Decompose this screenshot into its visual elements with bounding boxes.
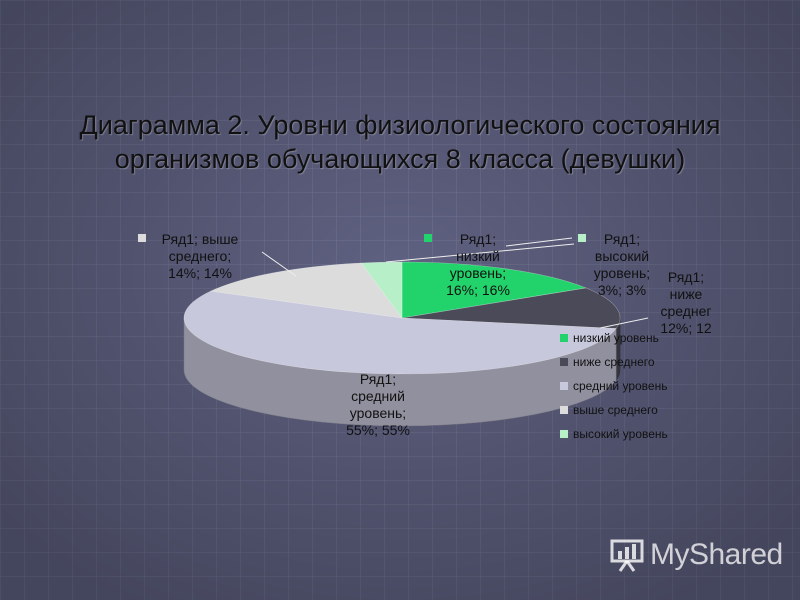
data-label-line: 55%; 55% (346, 422, 410, 438)
data-label-line: ниже (670, 286, 703, 302)
data-label-line: средний (351, 388, 405, 404)
data-label-line: высокий (595, 248, 649, 264)
data-label-line: Ряд1; выше (162, 231, 239, 247)
data-label-line: 12%; 12 (660, 320, 712, 336)
data-label-line: 16%; 16% (446, 282, 510, 298)
data-label-line: уровень; (350, 405, 406, 421)
data-label-2: Ряд1; средний уровень; 55%; 55% (346, 371, 410, 438)
legend-label-4: высокий уровень (573, 427, 668, 441)
data-label-1: Ряд1; ниже среднег 12%; 12 (660, 269, 712, 336)
data-label-line: низкий (456, 248, 500, 264)
leader-line-3 (261, 251, 297, 277)
label-key-3 (138, 234, 146, 242)
leader-line-0 (505, 237, 573, 247)
data-label-line: Ряд1; (460, 231, 496, 247)
title-line-1: Диаграмма 2. Уровни физиологического сос… (79, 110, 721, 140)
leader-line-1 (599, 317, 649, 329)
data-label-line: среднег (660, 303, 711, 319)
slide-title: Диаграмма 2. Уровни физиологического сос… (40, 108, 760, 176)
leader-line-4 (385, 243, 575, 263)
label-key-0 (424, 234, 432, 242)
legend-label-3: выше среднего (573, 403, 658, 417)
legend-label-2: средний уровень (573, 379, 667, 393)
slice-средний-уровень (183, 290, 617, 375)
legend-swatch-2 (560, 382, 568, 390)
legend-swatch-1 (560, 358, 568, 366)
slice-ниже-среднего (401, 287, 621, 329)
presentation-board-icon (610, 539, 644, 572)
label-leader-lines (261, 237, 649, 329)
legend: низкий уровень ниже среднего средний урове… (560, 331, 668, 441)
slice-высокий-уровень (360, 261, 403, 319)
legend-swatch-4 (560, 430, 568, 438)
label-key-4 (578, 234, 586, 242)
slice-выше-среднего (209, 262, 403, 319)
watermark: MyShared (606, 536, 786, 576)
data-labels: Ряд1; низкий уровень; 16%; 16%Ряд1; ниже сред… (138, 231, 712, 438)
pie-slices (183, 261, 621, 427)
watermark-text: MyShared (650, 538, 783, 571)
legend-label-0: низкий уровень (573, 331, 659, 345)
data-label-line: Ряд1; (668, 269, 704, 285)
title-line-2: организмов обучающихся 8 класса (девушки… (114, 144, 686, 174)
data-label-line: уровень; (450, 265, 506, 281)
data-label-line: 3%; 3% (598, 282, 646, 298)
legend-label-1: ниже среднего (573, 355, 655, 369)
legend-swatch-3 (560, 406, 568, 414)
data-label-line: среднего; (169, 248, 231, 264)
data-label-line: уровень; (594, 265, 650, 281)
legend-swatch-0 (560, 334, 568, 342)
data-label-line: Ряд1; (604, 231, 640, 247)
data-label-4: Ряд1; высокий уровень; 3%; 3% (594, 231, 650, 298)
slice-низкий-уровень (401, 261, 588, 319)
data-label-line: 14%; 14% (168, 265, 232, 281)
data-label-line: Ряд1; (360, 371, 396, 387)
data-label-3: Ряд1; выше среднего; 14%; 14% (162, 231, 239, 281)
data-label-0: Ряд1; низкий уровень; 16%; 16% (446, 231, 510, 298)
